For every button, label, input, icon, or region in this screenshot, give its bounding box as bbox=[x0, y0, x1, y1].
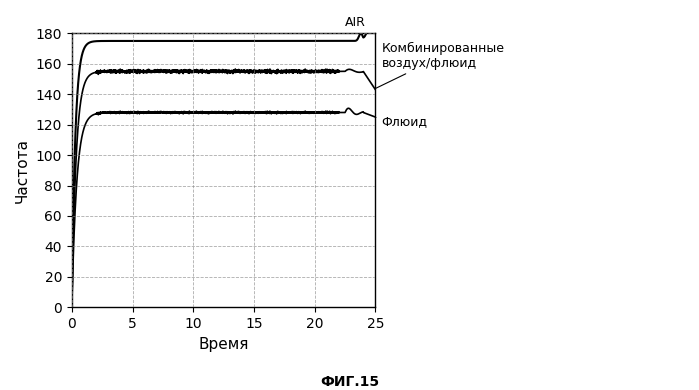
Y-axis label: Частота: Частота bbox=[15, 138, 30, 203]
X-axis label: Время: Время bbox=[199, 337, 249, 352]
Text: Флюид: Флюид bbox=[376, 115, 428, 128]
Text: AIR: AIR bbox=[345, 16, 366, 29]
Text: Комбинированные
воздух/флюид: Комбинированные воздух/флюид bbox=[375, 42, 505, 89]
Text: ФИГ.15: ФИГ.15 bbox=[320, 375, 379, 389]
